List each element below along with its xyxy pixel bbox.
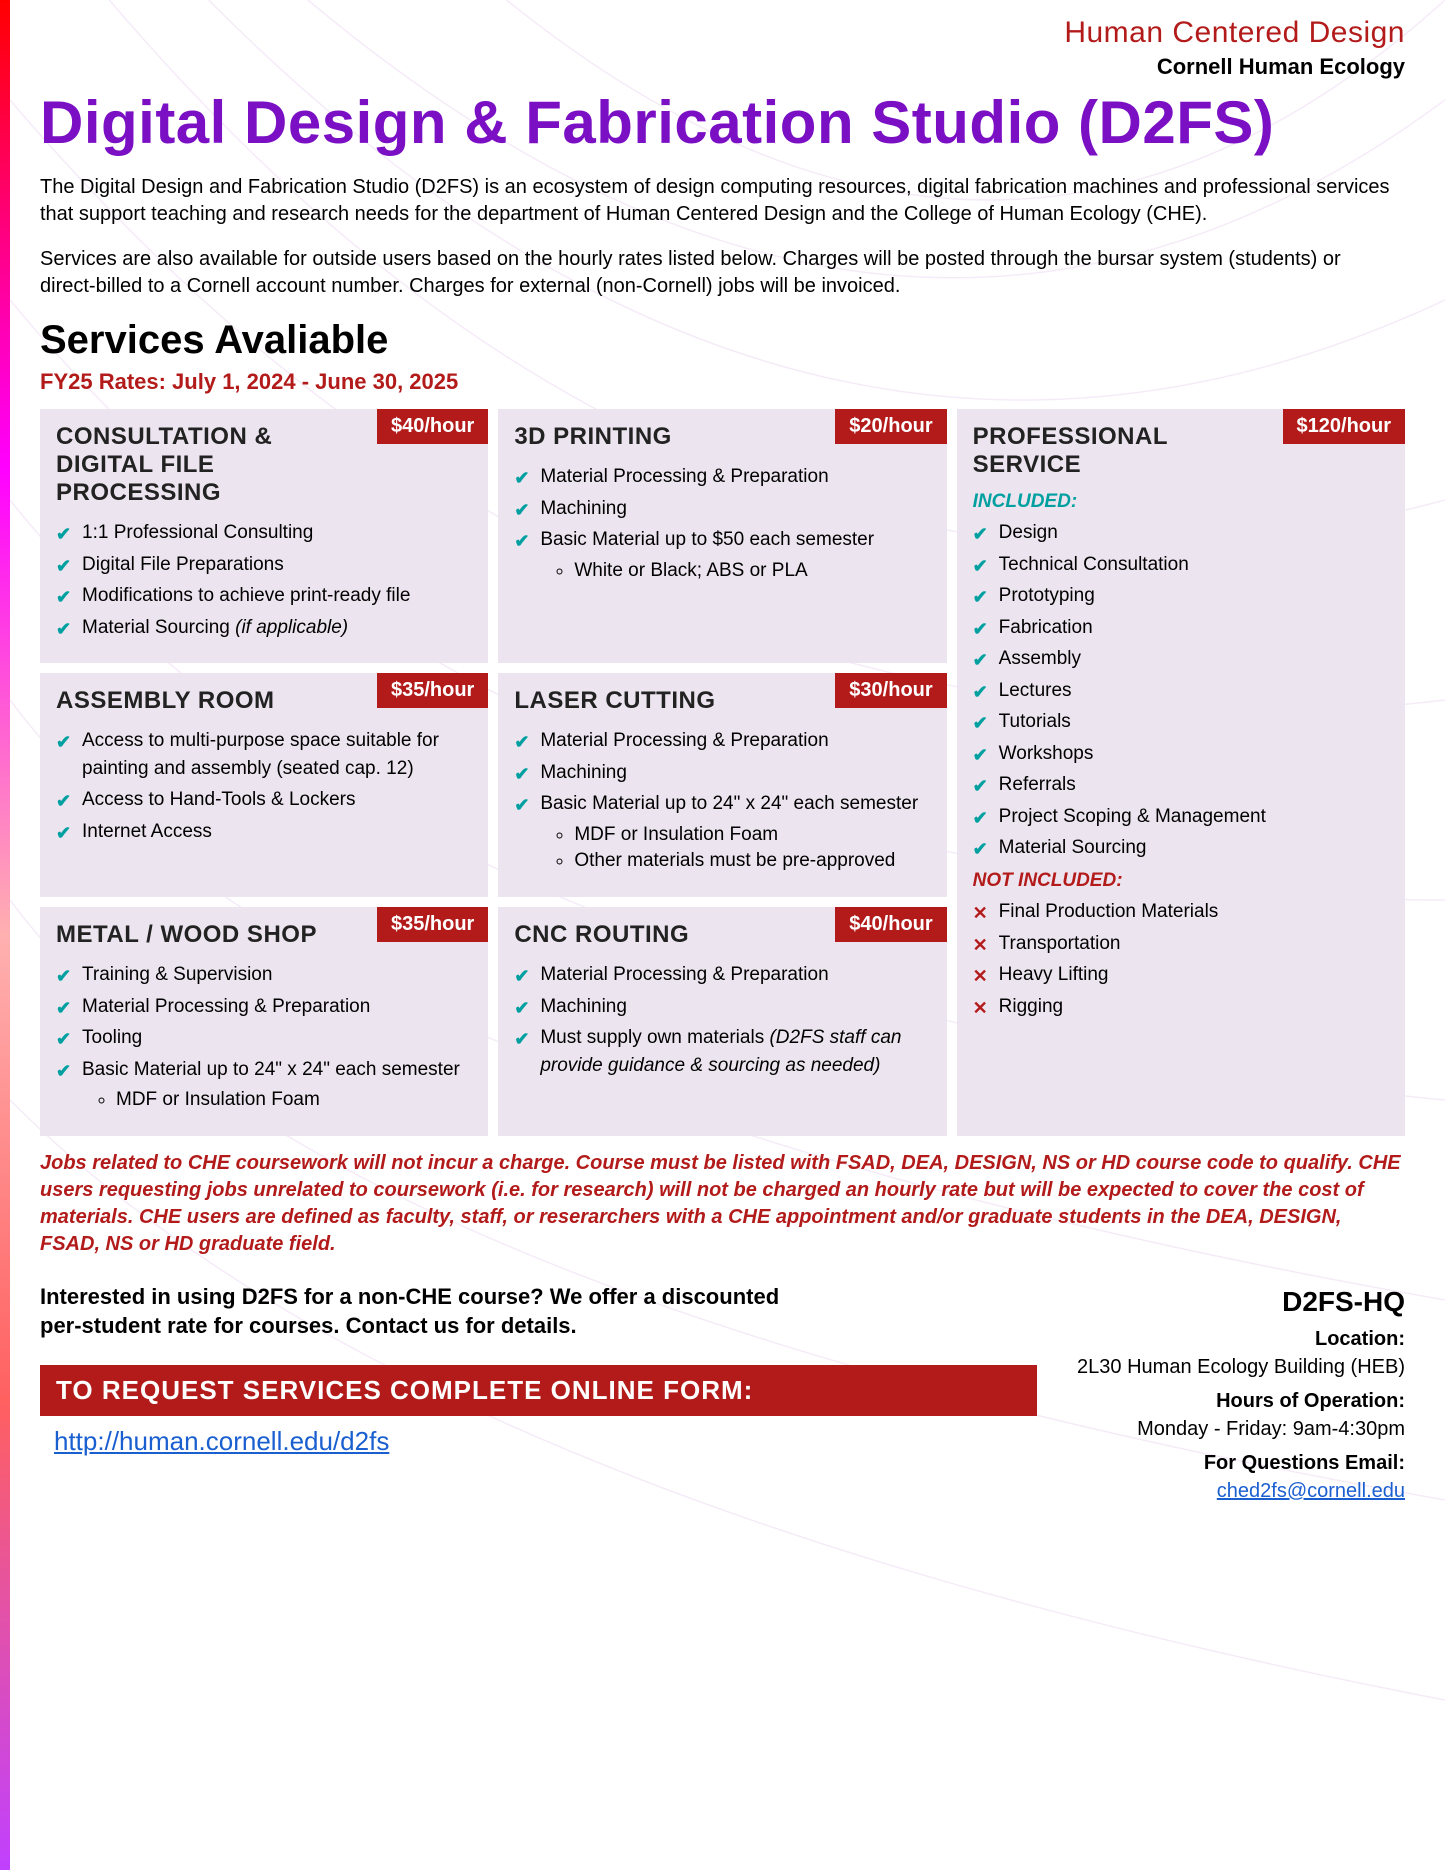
- card-assembly-room: $35/hour ASSEMBLY ROOM Access to multi-p…: [40, 673, 488, 897]
- list-item: Modifications to achieve print-ready fil…: [56, 582, 472, 610]
- card-metal-wood-shop: $35/hour METAL / WOOD SHOP Training & Su…: [40, 907, 488, 1136]
- list-item: Transportation: [973, 930, 1389, 958]
- price-tag: $20/hour: [835, 409, 946, 444]
- price-tag: $35/hour: [377, 673, 488, 708]
- list-item: Basic Material up to 24" x 24" each seme…: [56, 1056, 472, 1084]
- hq-location-label: Location:: [1315, 1328, 1405, 1350]
- list-item: Material Processing & Preparation: [514, 463, 930, 491]
- card-list: Material Processing & Preparation Machin…: [514, 961, 930, 1079]
- list-item: Machining: [514, 759, 930, 787]
- list-item: Machining: [514, 495, 930, 523]
- list-item: Material Sourcing: [973, 834, 1389, 862]
- brand-block: Human Centered Design Cornell Human Ecol…: [1064, 16, 1405, 80]
- hq-hours-label: Hours of Operation:: [1216, 1390, 1405, 1412]
- list-item: Material Processing & Preparation: [56, 993, 472, 1021]
- list-item: Material Processing & Preparation: [514, 727, 930, 755]
- card-sublist: White or Black; ABS or PLA: [574, 558, 930, 585]
- included-list: Design Technical Consultation Prototypin…: [973, 519, 1389, 862]
- card-list: Training & Supervision Material Processi…: [56, 961, 472, 1083]
- list-item: 1:1 Professional Consulting: [56, 519, 472, 547]
- hq-location: 2L30 Human Ecology Building (HEB): [1077, 1353, 1405, 1381]
- card-professional-service: $120/hour PROFESSIONAL SERVICE INCLUDED:…: [957, 409, 1405, 1136]
- intro-paragraph-1: The Digital Design and Fabrication Studi…: [40, 174, 1400, 228]
- list-item: MDF or Insulation Foam: [116, 1087, 472, 1114]
- list-item: Access to Hand-Tools & Lockers: [56, 786, 472, 814]
- list-item: MDF or Insulation Foam: [574, 822, 930, 849]
- hq-email-label: For Questions Email:: [1204, 1452, 1405, 1474]
- card-list: 1:1 Professional Consulting Digital File…: [56, 519, 472, 641]
- hq-hours: Monday - Friday: 9am-4:30pm: [1077, 1415, 1405, 1443]
- list-item: Technical Consultation: [973, 551, 1389, 579]
- list-item: Must supply own materials (D2FS staff ca…: [514, 1024, 930, 1079]
- list-item: Material Sourcing (if applicable): [56, 614, 472, 642]
- included-label: INCLUDED:: [973, 491, 1389, 513]
- policy-text: Jobs related to CHE coursework will not …: [40, 1150, 1405, 1258]
- list-item: Design: [973, 519, 1389, 547]
- price-tag: $40/hour: [377, 409, 488, 444]
- list-item: Tooling: [56, 1024, 472, 1052]
- price-tag: $35/hour: [377, 907, 488, 942]
- brand-sub: Cornell Human Ecology: [1064, 54, 1405, 80]
- list-item: Referrals: [973, 771, 1389, 799]
- list-item: Basic Material up to $50 each semester: [514, 526, 930, 554]
- list-item: Basic Material up to 24" x 24" each seme…: [514, 790, 930, 818]
- hq-block: D2FS-HQ Location: 2L30 Human Ecology Bui…: [1077, 1282, 1405, 1505]
- list-item: Final Production Materials: [973, 898, 1389, 926]
- list-item: Assembly: [973, 645, 1389, 673]
- request-link[interactable]: http://human.cornell.edu/d2fs: [54, 1426, 389, 1457]
- list-item: Other materials must be pre-approved: [574, 848, 930, 875]
- not-included-list: Final Production Materials Transportatio…: [973, 898, 1389, 1020]
- price-tag: $30/hour: [835, 673, 946, 708]
- rates-line: FY25 Rates: July 1, 2024 - June 30, 2025: [40, 369, 1405, 395]
- list-item: Fabrication: [973, 614, 1389, 642]
- list-item: White or Black; ABS or PLA: [574, 558, 930, 585]
- card-3d-printing: $20/hour 3D PRINTING Material Processing…: [498, 409, 946, 663]
- price-tag: $40/hour: [835, 907, 946, 942]
- card-cnc-routing: $40/hour CNC ROUTING Material Processing…: [498, 907, 946, 1136]
- card-list: Material Processing & Preparation Machin…: [514, 727, 930, 818]
- list-item: Prototyping: [973, 582, 1389, 610]
- list-item: Training & Supervision: [56, 961, 472, 989]
- list-item: Project Scoping & Management: [973, 803, 1389, 831]
- card-sublist: MDF or Insulation Foam: [116, 1087, 472, 1114]
- request-bar: TO REQUEST SERVICES COMPLETE ONLINE FORM…: [40, 1365, 1037, 1416]
- card-list: Access to multi-purpose space suitable f…: [56, 727, 472, 845]
- list-item: Lectures: [973, 677, 1389, 705]
- list-item: Workshops: [973, 740, 1389, 768]
- brand-top: Human Centered Design: [1064, 16, 1405, 50]
- not-included-label: NOT INCLUDED:: [973, 870, 1389, 892]
- intro-paragraph-2: Services are also available for outside …: [40, 246, 1400, 300]
- card-list: Material Processing & Preparation Machin…: [514, 463, 930, 554]
- list-item: Material Processing & Preparation: [514, 961, 930, 989]
- list-item: Tutorials: [973, 708, 1389, 736]
- card-laser-cutting: $30/hour LASER CUTTING Material Processi…: [498, 673, 946, 897]
- card-sublist: MDF or Insulation Foam Other materials m…: [574, 822, 930, 875]
- price-tag: $120/hour: [1283, 409, 1405, 444]
- list-item: Digital File Preparations: [56, 551, 472, 579]
- services-heading: Services Avaliable: [40, 318, 1405, 363]
- interest-text: Interested in using D2FS for a non-CHE c…: [40, 1282, 800, 1341]
- hq-title: D2FS-HQ: [1077, 1282, 1405, 1321]
- page-title: Digital Design & Fabrication Studio (D2F…: [40, 90, 1405, 156]
- list-item: Access to multi-purpose space suitable f…: [56, 727, 472, 782]
- hq-email-link[interactable]: ched2fs@cornell.edu: [1217, 1480, 1405, 1502]
- services-grid: $40/hour CONSULTATION & DIGITAL FILE PRO…: [40, 409, 1405, 1136]
- list-item: Heavy Lifting: [973, 961, 1389, 989]
- list-item: Machining: [514, 993, 930, 1021]
- list-item: Rigging: [973, 993, 1389, 1021]
- card-consultation: $40/hour CONSULTATION & DIGITAL FILE PRO…: [40, 409, 488, 663]
- list-item: Internet Access: [56, 818, 472, 846]
